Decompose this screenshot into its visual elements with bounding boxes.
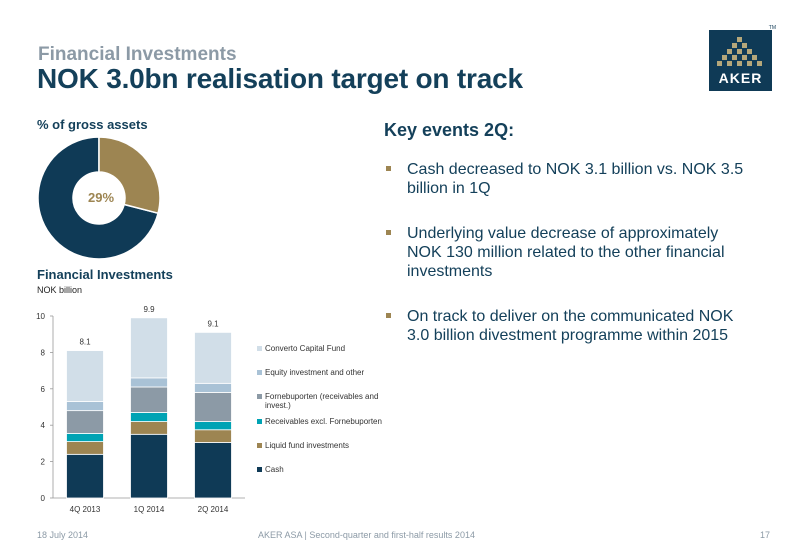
x-tick-label: 4Q 2013 bbox=[70, 505, 101, 514]
donut-share-slice bbox=[98, 136, 161, 215]
bar-segment bbox=[130, 377, 168, 388]
slide-title: NOK 3.0bn realisation target on track bbox=[37, 63, 523, 94]
legend-swatch bbox=[257, 419, 262, 424]
page-number: 17 bbox=[760, 530, 771, 540]
legend-label: Equity investment and other bbox=[265, 368, 365, 377]
legend-item: Liquid fund investments bbox=[257, 441, 349, 450]
key-event-item: Cash decreased to NOK 3.1 billion vs. NO… bbox=[384, 160, 744, 198]
y-tick-label: 10 bbox=[36, 312, 45, 321]
donut-heading: % of gross assets bbox=[37, 117, 148, 132]
donut-share-label: 29% bbox=[88, 190, 114, 205]
aker-logo: TM AKER bbox=[709, 25, 776, 91]
bar-total-label: 9.9 bbox=[143, 305, 155, 314]
key-events-list: Cash decreased to NOK 3.1 billion vs. NO… bbox=[384, 160, 744, 371]
legend-item: Receivables excl. Fornebuporten bbox=[257, 417, 382, 426]
key-events-heading: Key events 2Q: bbox=[384, 120, 515, 140]
chart-heading: Financial Investments bbox=[37, 267, 173, 282]
bar-segment bbox=[130, 317, 168, 379]
x-tick-label: 2Q 2014 bbox=[198, 505, 229, 514]
legend-swatch bbox=[257, 443, 262, 448]
bar-segment bbox=[66, 401, 104, 412]
trademark-mark: TM bbox=[768, 25, 776, 31]
slide-kicker: Financial Investments bbox=[38, 44, 237, 65]
legend-item: Equity investment and other bbox=[257, 368, 364, 377]
y-tick-label: 6 bbox=[41, 385, 46, 394]
y-tick-label: 8 bbox=[41, 348, 46, 357]
bar-total-label: 9.1 bbox=[207, 319, 219, 328]
gross-assets-donut: 29% bbox=[37, 136, 161, 260]
bar-segment bbox=[194, 421, 232, 431]
legend-swatch bbox=[257, 346, 262, 351]
bar-segment bbox=[66, 410, 104, 434]
bar-segment bbox=[194, 429, 232, 443]
bar-segment bbox=[194, 442, 232, 499]
logo-wordmark: AKER bbox=[718, 70, 763, 86]
footer-date: 18 July 2014 bbox=[37, 530, 89, 540]
bar-segment bbox=[66, 453, 104, 499]
legend-label: Fornebuporten (receivables and invest.) bbox=[265, 392, 379, 410]
legend-swatch bbox=[257, 370, 262, 375]
legend-label: Converto Capital Fund bbox=[265, 344, 346, 353]
bar-segment bbox=[194, 331, 232, 384]
bar-segment bbox=[194, 382, 232, 393]
x-tick-label: 1Q 2014 bbox=[134, 505, 165, 514]
donut-rest-slice bbox=[37, 136, 159, 260]
logo-pyramid-icon bbox=[717, 37, 762, 66]
legend-item: Fornebuporten (receivables and invest.) bbox=[257, 392, 387, 410]
legend-swatch bbox=[257, 394, 262, 399]
footer-center-text: AKER ASA | Second-quarter and first-half… bbox=[258, 530, 475, 540]
legend-label: Receivables excl. Fornebuporten bbox=[265, 417, 382, 426]
legend-label: Cash bbox=[265, 465, 284, 474]
legend-item: Converto Capital Fund bbox=[257, 344, 345, 353]
bar-segment bbox=[66, 441, 104, 455]
bar-segment bbox=[130, 421, 168, 435]
key-event-item: On track to deliver on the communicated … bbox=[384, 307, 744, 345]
key-event-item: Underlying value decrease of approximate… bbox=[384, 224, 744, 281]
legend-item: Cash bbox=[257, 465, 284, 474]
legend-label: Liquid fund investments bbox=[265, 441, 350, 450]
financial-investments-chart: 0 2 4 6 8 10 8.1 9.9 9.1 4Q 2013 1Q 2014 2Q 2014 bbox=[36, 305, 245, 514]
y-tick-label: 2 bbox=[41, 458, 46, 467]
bar-segment bbox=[66, 350, 104, 402]
y-tick-label: 0 bbox=[41, 494, 46, 503]
legend-swatch bbox=[257, 467, 262, 472]
y-tick-label: 4 bbox=[41, 421, 46, 430]
chart-unit: NOK billion bbox=[37, 285, 83, 295]
bar-segment bbox=[130, 412, 168, 422]
bar-segment bbox=[194, 392, 232, 422]
bar-total-label: 8.1 bbox=[79, 338, 91, 347]
bar-segment bbox=[66, 432, 104, 442]
bar-segment bbox=[130, 433, 168, 499]
bar-segment bbox=[130, 386, 168, 413]
